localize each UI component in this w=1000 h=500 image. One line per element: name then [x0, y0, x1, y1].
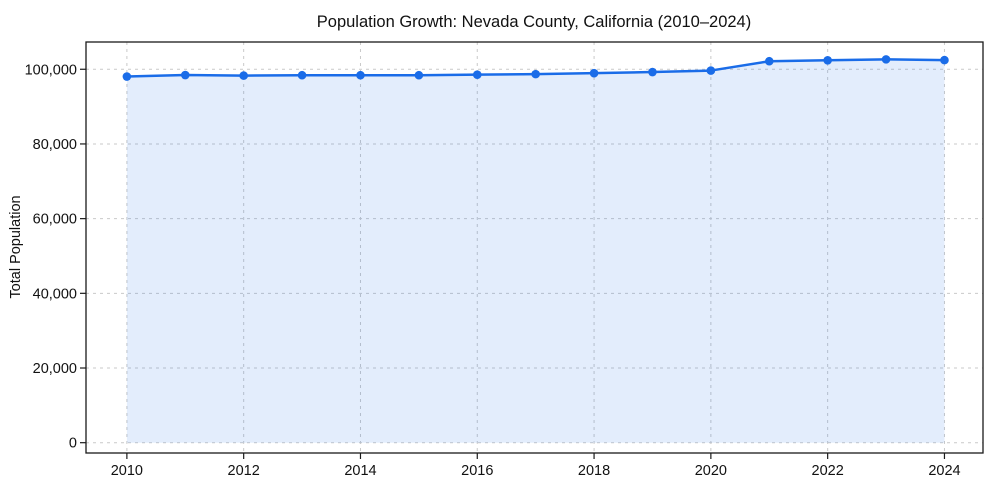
data-point-2018 — [589, 68, 599, 78]
y-tick-label: 40,000 — [33, 286, 77, 302]
data-point-2021 — [764, 56, 774, 66]
data-point-2015 — [414, 70, 424, 80]
y-tick-label: 0 — [69, 436, 77, 452]
x-tick-label: 2010 — [111, 463, 143, 479]
x-tick-label: 2018 — [578, 463, 610, 479]
data-point-2024 — [940, 55, 949, 65]
data-point-2016 — [472, 70, 482, 79]
chart-title: Population Growth: Nevada County, Califo… — [317, 13, 751, 31]
data-point-2011 — [180, 70, 190, 80]
data-point-2020 — [706, 66, 716, 75]
x-tick-label: 2024 — [928, 463, 960, 479]
y-tick-label: 60,000 — [33, 212, 77, 228]
x-tick-label: 2022 — [812, 463, 844, 479]
y-tick-label: 20,000 — [33, 361, 77, 377]
y-tick-label: 80,000 — [33, 137, 77, 153]
data-point-2012 — [239, 71, 248, 80]
y-axis-label: Total Population — [8, 195, 24, 298]
axes: 0 20,000 40,000 60,000 80,000 100,000 2010 2012… — [25, 41, 984, 479]
data-point-2014 — [356, 70, 365, 80]
data-series — [122, 55, 949, 443]
x-tick-label: 2020 — [695, 463, 727, 479]
x-tick-label: 2012 — [228, 463, 260, 479]
x-tick-label: 2016 — [461, 463, 493, 479]
data-point-2017 — [531, 69, 540, 79]
data-point-2023 — [881, 55, 891, 64]
plot-border — [85, 41, 984, 454]
area-fill — [126, 59, 945, 443]
data-point-2019 — [648, 67, 657, 77]
data-point-2022 — [823, 55, 832, 65]
x-tick-label: 2014 — [344, 463, 376, 479]
y-tick-label: 100,000 — [25, 62, 77, 78]
data-point-2010 — [122, 72, 132, 81]
data-point-2013 — [297, 70, 307, 80]
grid-lines — [86, 42, 983, 453]
